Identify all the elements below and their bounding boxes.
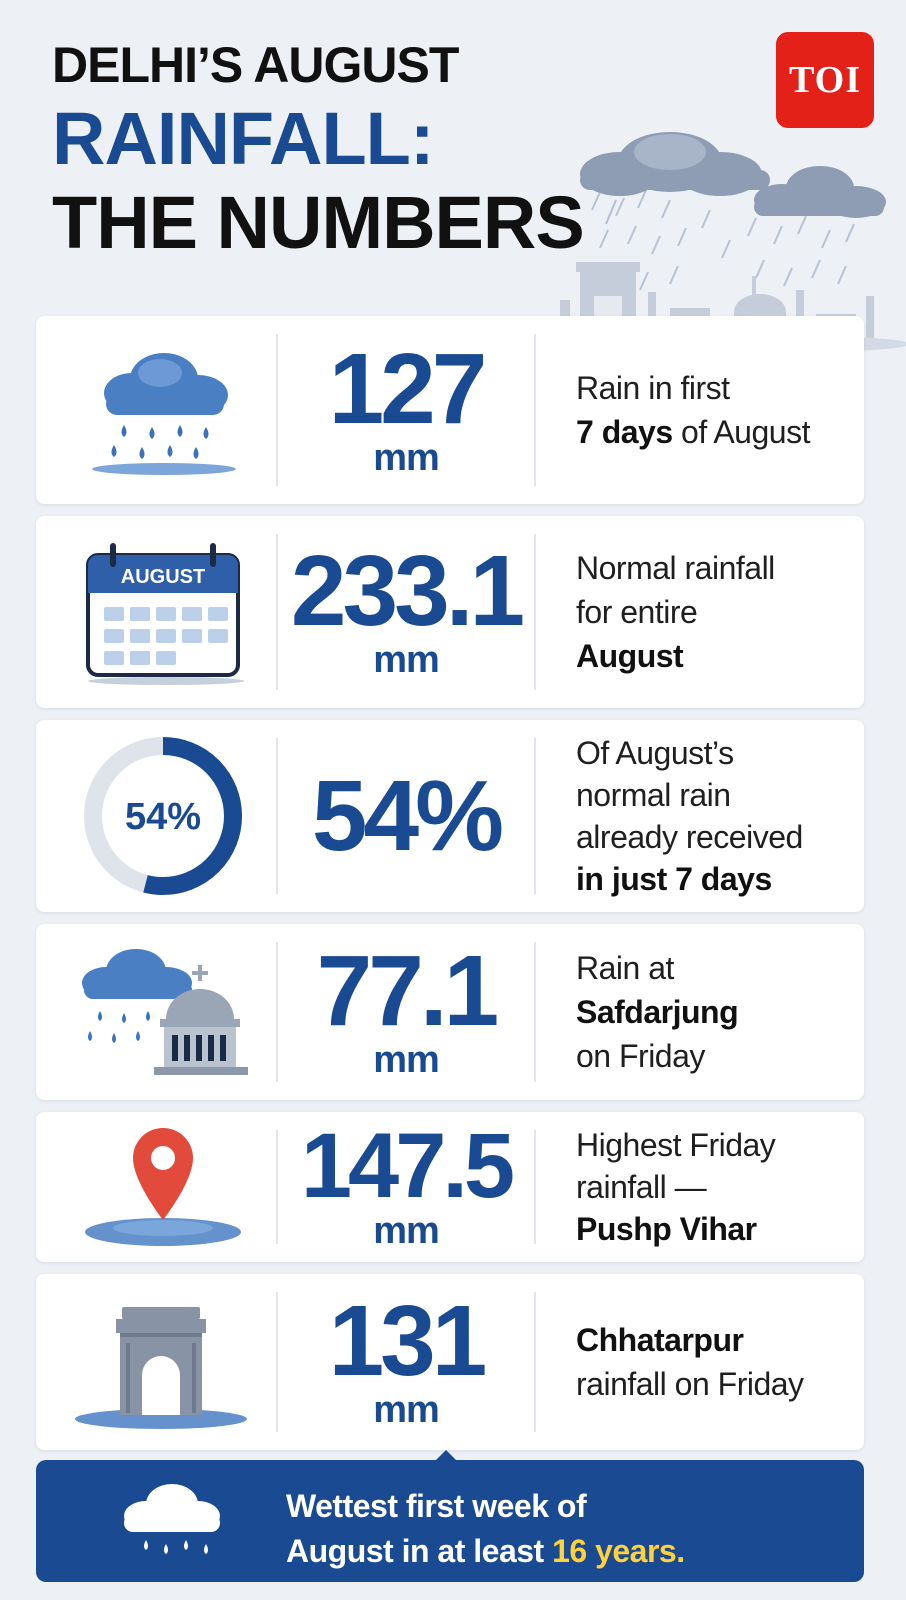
calendar-icon: AUGUST — [86, 543, 244, 685]
stat-value: 77.1 — [316, 935, 500, 1047]
stat-unit: mm — [373, 639, 440, 681]
stat-card-percentage: 54% 54% Of August’s normal rain already … — [36, 720, 864, 912]
stat-description: Chhatarpur rainfall on Friday — [576, 1321, 804, 1402]
progress-ring-icon: 54% — [84, 737, 242, 895]
footer-text: Wettest first week of August in at least… — [286, 1488, 685, 1569]
stat-unit: mm — [373, 1210, 440, 1253]
calendar-label: AUGUST — [121, 566, 205, 588]
stat-value: 54% — [311, 760, 504, 872]
footer-banner: Wettest first week of August in at least… — [36, 1450, 864, 1582]
stat-value: 147.5 — [300, 1114, 515, 1217]
highlight-years: 16 years. — [552, 1532, 685, 1569]
progress-ring-arc — [84, 737, 242, 895]
stat-description: Rain at Safdarjung on Friday — [576, 949, 739, 1075]
location-pin-icon — [85, 1128, 241, 1246]
stat-value: 127 — [328, 333, 488, 445]
stat-value: 233.1 — [290, 535, 525, 647]
title-line-3: THE NUMBERS — [52, 181, 585, 264]
india-gate-icon — [75, 1307, 247, 1429]
stat-description: Normal rainfall for entire August — [576, 549, 775, 675]
stat-description: Rain in first 7 days of August — [576, 369, 810, 450]
title-line-2: RAINFALL: — [52, 97, 435, 180]
rain-cloud-icon — [92, 353, 236, 475]
stat-card-pushp-vihar: 147.5 mm Highest Friday rainfall — Pushp… — [36, 1112, 864, 1262]
stat-unit: mm — [373, 1389, 440, 1431]
stat-unit: mm — [373, 1039, 440, 1081]
stat-card-chhatarpur: 131 mm Chhatarpur rainfall on Friday — [36, 1274, 864, 1450]
ring-label: 54% — [125, 796, 201, 838]
stat-unit: mm — [373, 437, 440, 479]
rain-cloud-icon — [124, 1484, 220, 1554]
toi-logo: TOI — [776, 32, 874, 128]
title-line-1: DELHI’S AUGUST — [52, 37, 459, 93]
stat-description: Highest Friday rainfall — Pushp Vihar — [576, 1126, 776, 1248]
stat-card-first-week: 127 mm Rain in first 7 days of August — [36, 316, 864, 504]
page-title: DELHI’S AUGUST RAINFALL: THE NUMBERS — [52, 40, 612, 260]
stat-card-safdarjung: 77.1 mm Rain at Safdarjung on Friday — [36, 924, 864, 1100]
stat-card-normal-august: AUGUST 233.1 mm — [36, 516, 864, 708]
stat-description: Of August’s normal rain already received… — [576, 734, 803, 898]
rain-building-icon — [82, 949, 248, 1075]
stat-value: 131 — [328, 1285, 488, 1397]
